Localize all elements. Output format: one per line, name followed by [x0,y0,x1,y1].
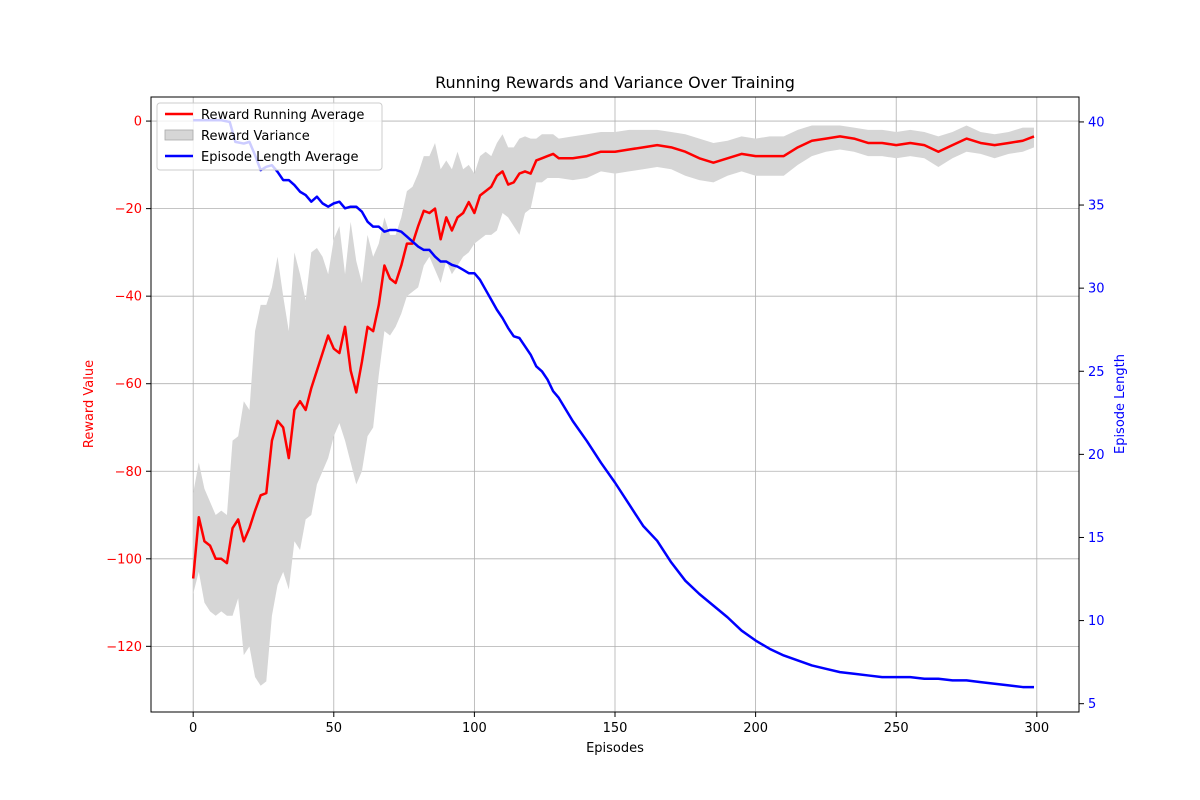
y-left-tick-label: −80 [115,465,142,480]
chart-title: Running Rewards and Variance Over Traini… [435,73,795,92]
x-tick-label: 100 [462,721,487,736]
y-right-tick-label: 25 [1088,365,1105,380]
x-tick-label: 0 [189,721,197,736]
y-right-tick-label: 10 [1088,614,1105,629]
y-right-tick-label: 35 [1088,199,1105,214]
x-tick-label: 300 [1024,721,1049,736]
x-tick-label: 200 [743,721,768,736]
legend-box [156,102,383,171]
y-left-tick-label: −60 [115,377,142,392]
y-right-tick-label: 5 [1088,697,1096,712]
plot-area [191,119,1035,689]
y-left-tick-label: −20 [115,202,142,217]
y-left-tick-label: −120 [106,640,142,655]
y-left-tick-label: 0 [134,115,142,130]
y-right-tick-label: 15 [1088,531,1105,546]
y-axis-left-label: Reward Value [82,360,97,448]
x-axis-label: Episodes [586,741,644,756]
y-right-tick-label: 20 [1088,448,1105,463]
x-tick-label: 150 [603,721,628,736]
y-right-tick-label: 30 [1088,282,1105,297]
series-reward-running-average-line [191,135,1035,579]
series-episode-length-average-line [193,119,1035,689]
legend-label-variance: Reward Variance [201,129,310,144]
x-tick-label: 50 [326,721,343,736]
y-axis-right-label: Episode Length [1113,354,1128,454]
legend-label-reward: Reward Running Average [201,108,364,123]
legend-swatch-variance [164,129,194,141]
legend: Reward Running Average Reward Variance Epi… [156,102,383,171]
axes: 0 50 100 150 200 250 300 0 −20 −40 −60 −80 −100 −120 4… [106,96,1105,736]
legend-label-length: Episode Length Average [201,150,359,165]
y-right-tick-label: 40 [1088,115,1105,130]
series-reward-variance-band [193,125,1035,686]
y-left-tick-label: −40 [115,290,142,305]
x-tick-label: 250 [884,721,909,736]
y-left-tick-label: −100 [106,552,142,567]
